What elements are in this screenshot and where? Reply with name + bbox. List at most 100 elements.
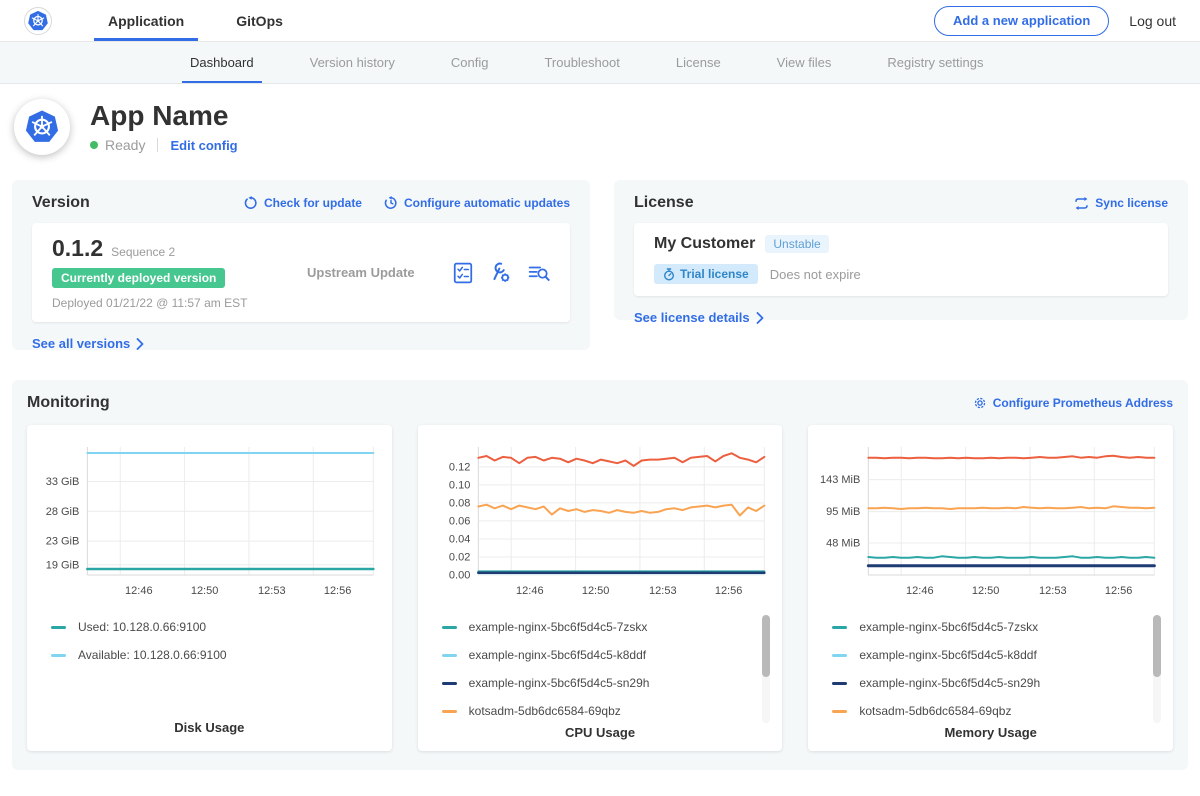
svg-text:12:56: 12:56 <box>324 585 352 597</box>
legend-label: kotsadm-5db6dc6584-69qbz <box>859 704 1011 718</box>
trial-license-badge: Trial license <box>654 264 758 284</box>
legend-swatch <box>832 654 847 657</box>
legend-swatch <box>832 710 847 713</box>
monitoring-section: Monitoring Configure Prometheus Address … <box>12 380 1188 770</box>
legend-label: Used: 10.128.0.66:9100 <box>78 620 206 634</box>
svg-text:95 MiB: 95 MiB <box>826 506 860 518</box>
see-all-versions-label: See all versions <box>32 336 130 351</box>
legend-item: Available: 10.128.0.66:9100 <box>51 641 382 669</box>
page-title: App Name <box>90 101 238 131</box>
configure-automatic-updates-label: Configure automatic updates <box>404 196 570 210</box>
svg-text:12:50: 12:50 <box>972 585 1000 597</box>
gear-icon <box>973 396 987 410</box>
check-for-update-link[interactable]: Check for update <box>244 196 362 210</box>
divider <box>157 138 158 152</box>
legend-scrollbar-thumb[interactable] <box>762 615 770 677</box>
svg-text:0.02: 0.02 <box>449 551 470 563</box>
view-diff-button[interactable] <box>528 262 550 284</box>
chart-title: Disk Usage <box>37 720 382 739</box>
svg-text:12:53: 12:53 <box>649 585 677 597</box>
tab-config-label: Config <box>451 55 489 70</box>
see-license-details-link[interactable]: See license details <box>634 310 764 325</box>
configure-prometheus-link[interactable]: Configure Prometheus Address <box>973 396 1173 410</box>
legend-item: example-nginx-5bc6f5d4c5-7zskx <box>832 613 1163 641</box>
tab-view-files[interactable]: View files <box>749 42 860 83</box>
chevron-right-icon <box>756 312 764 324</box>
tab-view-files-label: View files <box>777 55 832 70</box>
tab-dashboard[interactable]: Dashboard <box>162 42 282 83</box>
tab-troubleshoot[interactable]: Troubleshoot <box>516 42 647 83</box>
legend-label: kotsadm-5db6dc6584-69qbz <box>469 704 621 718</box>
disk-usage-chart: 19 GiB23 GiB28 GiB33 GiB12:4612:5012:531… <box>37 437 382 601</box>
legend-item: example-nginx-5bc6f5d4c5-sn29h <box>442 669 773 697</box>
kubernetes-logo-icon <box>27 10 49 32</box>
chevron-right-icon <box>136 338 144 350</box>
sync-arrows-icon <box>1074 197 1089 210</box>
svg-text:33 GiB: 33 GiB <box>46 476 80 488</box>
configure-automatic-updates-link[interactable]: Configure automatic updates <box>384 196 570 210</box>
tab-gitops[interactable]: GitOps <box>210 0 309 41</box>
legend-scrollbar[interactable] <box>762 615 770 723</box>
legend-label: example-nginx-5bc6f5d4c5-sn29h <box>469 676 650 690</box>
legend-swatch <box>442 682 457 685</box>
legend-label: example-nginx-5bc6f5d4c5-sn29h <box>859 676 1040 690</box>
tab-application[interactable]: Application <box>82 0 210 41</box>
stopwatch-icon <box>663 268 675 281</box>
license-expiry: Does not expire <box>770 267 861 282</box>
channel-badge: Unstable <box>765 235 828 253</box>
sync-license-label: Sync license <box>1095 196 1168 210</box>
tab-application-label: Application <box>108 13 184 29</box>
brand[interactable] <box>24 0 52 41</box>
tab-version-history[interactable]: Version history <box>282 42 423 83</box>
status-dot <box>90 141 98 149</box>
add-new-application-button[interactable]: Add a new application <box>934 6 1109 36</box>
legend-item: kotsadm-5db6dc6584-69qbz <box>442 697 773 725</box>
edit-config-button[interactable] <box>490 262 512 284</box>
see-all-versions-link[interactable]: See all versions <box>32 336 144 351</box>
svg-text:0.12: 0.12 <box>449 461 470 473</box>
trial-license-label: Trial license <box>680 267 749 281</box>
legend-label: Available: 10.128.0.66:9100 <box>78 648 227 662</box>
legend-scrollbar-thumb[interactable] <box>1153 615 1161 677</box>
version-number: 0.1.2 <box>52 235 103 262</box>
svg-text:12:46: 12:46 <box>125 585 153 597</box>
svg-text:12:53: 12:53 <box>258 585 286 597</box>
check-for-update-label: Check for update <box>264 196 362 210</box>
svg-text:0.04: 0.04 <box>449 533 470 545</box>
tab-registry-settings[interactable]: Registry settings <box>859 42 1011 83</box>
legend-swatch <box>832 682 847 685</box>
app-sub-navbar: Dashboard Version history Config Trouble… <box>0 42 1200 84</box>
tab-config[interactable]: Config <box>423 42 517 83</box>
legend-label: example-nginx-5bc6f5d4c5-7zskx <box>859 620 1038 634</box>
memory-usage-legend: example-nginx-5bc6f5d4c5-7zskx example-ng… <box>818 613 1163 725</box>
legend-item: example-nginx-5bc6f5d4c5-sn29h <box>832 669 1163 697</box>
kubernetes-logo-badge <box>24 7 52 35</box>
svg-text:12:46: 12:46 <box>516 585 544 597</box>
tab-version-history-label: Version history <box>310 55 395 70</box>
sync-license-link[interactable]: Sync license <box>1074 196 1168 210</box>
status-badge: Ready <box>105 137 145 153</box>
legend-scrollbar[interactable] <box>1153 615 1161 723</box>
legend-swatch <box>51 626 66 629</box>
currently-deployed-badge: Currently deployed version <box>52 268 225 288</box>
cpu-usage-legend: example-nginx-5bc6f5d4c5-7zskxexample-ng… <box>428 613 773 725</box>
configure-prometheus-label: Configure Prometheus Address <box>993 396 1173 410</box>
chart-title: Memory Usage <box>818 725 1163 744</box>
disk-usage-legend: Used: 10.128.0.66:9100 Available: 10.128.… <box>37 613 382 669</box>
tab-troubleshoot-label: Troubleshoot <box>544 55 619 70</box>
preflight-checks-button[interactable] <box>452 262 474 284</box>
legend-swatch <box>832 626 847 629</box>
customer-name: My Customer <box>654 235 755 253</box>
svg-text:12:56: 12:56 <box>1105 585 1133 597</box>
wrench-gear-icon <box>490 262 512 284</box>
current-version-panel: 0.1.2 Sequence 2 Currently deployed vers… <box>32 223 570 322</box>
tab-license[interactable]: License <box>648 42 749 83</box>
memory-usage-chart: 48 MiB95 MiB143 MiB12:4612:5012:5312:56 <box>818 437 1163 601</box>
line-chart-svg: 0.000.020.040.060.080.100.1212:4612:5012… <box>428 437 773 601</box>
logout-link[interactable]: Log out <box>1129 13 1176 29</box>
legend-swatch <box>51 654 66 657</box>
refresh-icon <box>244 196 258 210</box>
edit-config-link[interactable]: Edit config <box>170 138 237 153</box>
svg-text:0.00: 0.00 <box>449 570 470 582</box>
legend-item: example-nginx-5bc6f5d4c5-k8ddf <box>832 641 1163 669</box>
